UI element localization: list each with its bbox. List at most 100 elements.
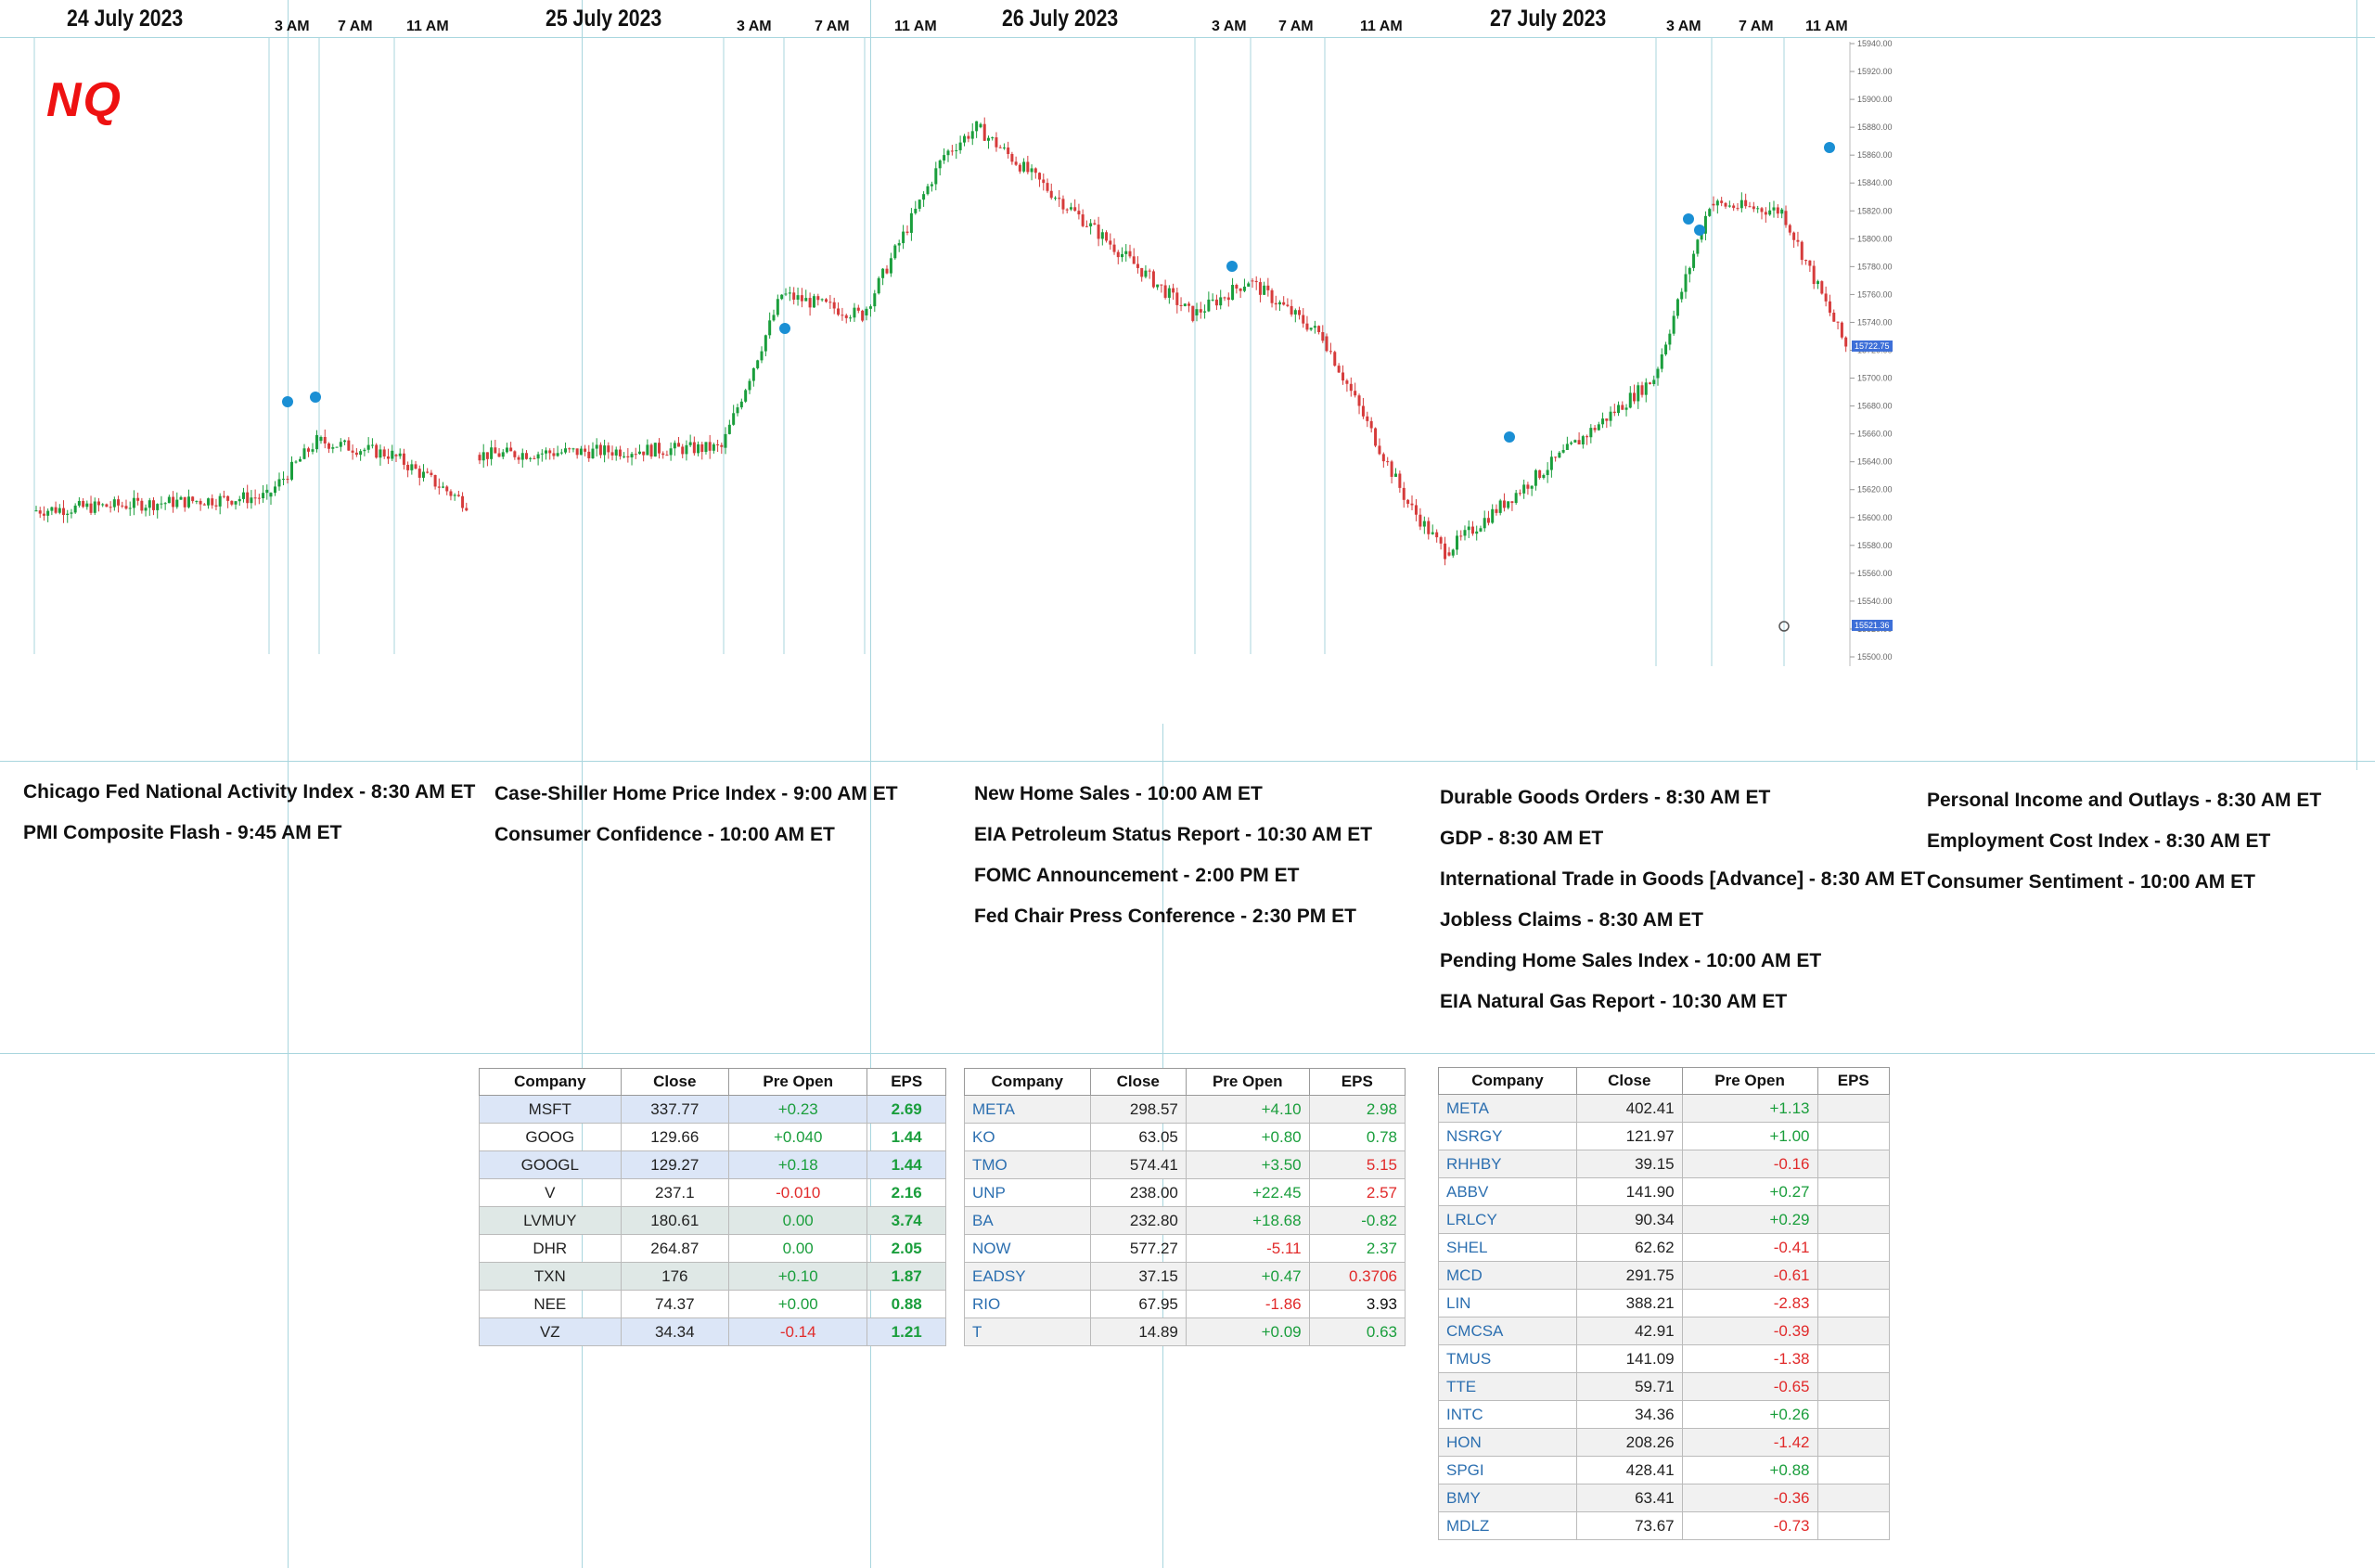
table-row: RHHBY 39.15 -0.16 bbox=[1438, 1150, 1891, 1178]
candle-body bbox=[1652, 379, 1656, 384]
candle-body bbox=[614, 449, 618, 456]
cell-pre: +0.80 bbox=[1185, 1123, 1310, 1151]
event-item: Employment Cost Index - 8:30 AM ET bbox=[1927, 830, 2271, 852]
cell-company: TTE bbox=[1438, 1372, 1577, 1401]
cell-eps: 2.05 bbox=[867, 1234, 946, 1263]
candle-body bbox=[1105, 232, 1109, 241]
event-list-day4: Durable Goods Orders - 8:30 AM ET GDP - … bbox=[1440, 778, 1925, 1022]
candle-body bbox=[1144, 270, 1148, 277]
event-list-day5: Personal Income and Outlays - 8:30 AM ET… bbox=[1927, 780, 2321, 903]
candle-body bbox=[1254, 280, 1258, 283]
candle-body bbox=[1577, 440, 1581, 445]
candle-body bbox=[1502, 500, 1506, 508]
cell-pre: +0.09 bbox=[1185, 1317, 1310, 1346]
hour-label: 7 AM bbox=[815, 19, 850, 34]
candle-body bbox=[1479, 528, 1483, 532]
cell-eps bbox=[1817, 1428, 1891, 1457]
event-list-day3: New Home Sales - 10:00 AM ET EIA Petrole… bbox=[974, 774, 1372, 937]
hour-label: 11 AM bbox=[1360, 19, 1403, 34]
candle-body bbox=[327, 443, 331, 449]
candle-body bbox=[62, 508, 66, 516]
cell-eps: 2.98 bbox=[1308, 1095, 1406, 1124]
cell-company: BMY bbox=[1438, 1484, 1577, 1512]
candle-body bbox=[156, 504, 160, 510]
table-row: LRLCY 90.34 +0.29 bbox=[1438, 1205, 1891, 1234]
candle-body bbox=[559, 452, 563, 454]
candle-body bbox=[265, 489, 269, 494]
cell-pre: -0.65 bbox=[1681, 1372, 1818, 1401]
cell-company: MSFT bbox=[479, 1095, 622, 1124]
cell-pre: -0.010 bbox=[727, 1178, 868, 1207]
candle-body bbox=[1752, 206, 1755, 210]
candle-body bbox=[1832, 313, 1836, 322]
cell-close: 73.67 bbox=[1575, 1511, 1683, 1540]
candle-body bbox=[1081, 214, 1085, 226]
candle-body bbox=[175, 499, 179, 508]
candle-body bbox=[1369, 420, 1373, 429]
candle-body bbox=[1140, 267, 1144, 277]
candle-body bbox=[1270, 289, 1274, 303]
cell-close: 62.62 bbox=[1575, 1233, 1683, 1262]
candle-body bbox=[437, 486, 441, 488]
candle-body bbox=[1132, 256, 1136, 264]
cell-pre: +0.23 bbox=[727, 1095, 868, 1124]
candle-body bbox=[1007, 147, 1010, 154]
candle-body bbox=[1163, 285, 1167, 298]
candle-body bbox=[1290, 305, 1293, 315]
candle-body bbox=[792, 292, 796, 300]
cell-eps bbox=[1817, 1094, 1891, 1123]
cell-close: 14.89 bbox=[1089, 1317, 1187, 1346]
candle-body bbox=[764, 335, 767, 352]
candle-body bbox=[1112, 244, 1116, 252]
candle-body bbox=[211, 498, 214, 506]
candle-body bbox=[1033, 168, 1037, 174]
candle-body bbox=[1522, 484, 1526, 494]
candle-body bbox=[1030, 168, 1033, 173]
cell-eps bbox=[1817, 1372, 1891, 1401]
candle-body bbox=[1708, 209, 1712, 216]
candle-body bbox=[922, 194, 926, 200]
event-marker-icon bbox=[282, 396, 293, 407]
candle-body bbox=[1549, 456, 1553, 470]
table-header-cell: EPS bbox=[1308, 1068, 1406, 1096]
candle-body bbox=[1431, 532, 1434, 534]
candle-body bbox=[724, 433, 727, 448]
event-item: Personal Income and Outlays - 8:30 AM ET bbox=[1927, 790, 2322, 811]
hour-label: 7 AM bbox=[1278, 19, 1314, 34]
candle-body bbox=[905, 231, 909, 233]
candle-body bbox=[552, 453, 556, 456]
candle-body bbox=[1558, 452, 1561, 458]
cell-pre: +0.27 bbox=[1681, 1177, 1818, 1206]
price-axis-label: 15660.00 bbox=[1857, 430, 1893, 439]
candle-body bbox=[1824, 293, 1828, 302]
candle-body bbox=[568, 448, 571, 450]
cell-close: 37.15 bbox=[1089, 1262, 1187, 1291]
table-row: NEE 74.37 +0.00 0.88 bbox=[479, 1290, 946, 1318]
candle-body bbox=[1518, 493, 1521, 495]
candle-body bbox=[716, 443, 720, 445]
candle-body bbox=[720, 444, 724, 447]
candle-body bbox=[979, 123, 982, 128]
cell-company: META bbox=[964, 1095, 1091, 1124]
candle-body bbox=[893, 245, 897, 259]
candle-body bbox=[673, 443, 676, 449]
candle-body bbox=[238, 498, 241, 502]
candle-body bbox=[529, 457, 533, 459]
candle-body bbox=[591, 448, 595, 458]
candle-body bbox=[704, 442, 708, 453]
candle-body bbox=[853, 307, 856, 318]
candle-body bbox=[172, 496, 175, 508]
table-row: INTC 34.36 +0.26 bbox=[1438, 1400, 1891, 1429]
candle-body bbox=[688, 442, 692, 445]
cell-close: 238.00 bbox=[1089, 1178, 1187, 1207]
candle-body bbox=[490, 447, 494, 459]
candle-body bbox=[96, 501, 100, 506]
candle-body bbox=[398, 453, 402, 456]
cell-company: LIN bbox=[1438, 1289, 1577, 1317]
candle-body bbox=[1715, 200, 1719, 206]
cell-close: 388.21 bbox=[1575, 1289, 1683, 1317]
candle-body bbox=[1073, 207, 1077, 212]
candle-body bbox=[812, 296, 815, 308]
table-row: MCD 291.75 -0.61 bbox=[1438, 1261, 1891, 1290]
candle-body bbox=[1736, 208, 1740, 210]
